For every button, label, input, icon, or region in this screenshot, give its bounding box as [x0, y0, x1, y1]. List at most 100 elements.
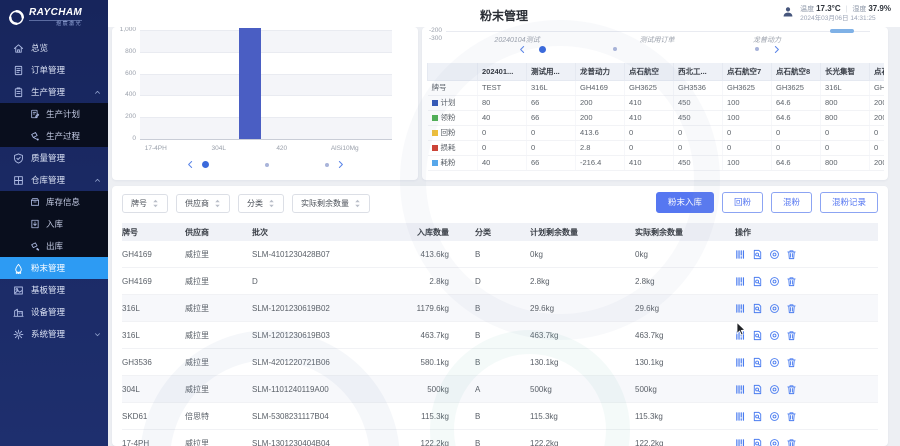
order-column-header: 202401...	[477, 63, 527, 81]
file-preview-icon[interactable]	[752, 411, 763, 422]
sidebar-item-production[interactable]: 生产管理	[0, 81, 108, 103]
filter-supplier[interactable]: 供应商	[176, 194, 230, 213]
sidebar-item-label: 生产过程	[46, 131, 81, 141]
legend-swatch	[431, 99, 438, 106]
pagination-dot[interactable]	[264, 162, 269, 167]
inventory-cell: B	[475, 303, 481, 313]
delete-icon[interactable]	[786, 438, 797, 446]
file-preview-icon[interactable]	[752, 303, 763, 314]
delete-icon[interactable]	[786, 330, 797, 341]
order-table-cell: 0	[820, 125, 870, 141]
file-preview-icon[interactable]	[752, 384, 763, 395]
sidebar-item-label: 入库	[46, 219, 64, 229]
barcode-icon[interactable]	[735, 276, 746, 287]
target-icon[interactable]	[769, 276, 780, 287]
pagination-dot[interactable]	[201, 161, 209, 168]
sidebar-item-powder[interactable]: 粉末管理	[0, 257, 108, 279]
barcode-icon[interactable]	[735, 330, 746, 341]
filter-brand[interactable]: 牌号	[122, 194, 168, 213]
pagination-dot[interactable]	[613, 47, 617, 51]
barcode-icon[interactable]	[735, 438, 746, 446]
sidebar-item-inbound[interactable]: 入库	[0, 213, 108, 235]
row-actions	[735, 330, 878, 341]
inventory-cell: 413.6kg	[420, 249, 449, 259]
file-preview-icon[interactable]	[752, 438, 763, 446]
inventory-cell: B	[475, 411, 481, 421]
pagination-dot[interactable]	[539, 46, 546, 53]
sidebar-item-quality[interactable]: 质量管理	[0, 147, 108, 169]
inventory-cell: 316L	[122, 330, 140, 340]
sidebar-item-inventory-info[interactable]: 库存信息	[0, 191, 108, 213]
order-table-cell: 2.8	[575, 140, 625, 156]
file-preview-icon[interactable]	[752, 276, 763, 287]
inventory-cell: SLM-1301230404B04	[252, 438, 330, 446]
order-table-cell: 0	[673, 125, 723, 141]
barcode-icon[interactable]	[735, 303, 746, 314]
order-column-header: 长光集智	[820, 63, 870, 81]
y-axis-tick: -300	[428, 35, 442, 42]
scroll-indicator[interactable]	[830, 29, 854, 33]
return-powder-button[interactable]: 回粉	[721, 192, 763, 213]
powder-inbound-button[interactable]: 粉末入库	[655, 192, 714, 213]
inventory-column-header: 牌号	[122, 227, 138, 237]
target-icon[interactable]	[769, 357, 780, 368]
sidebar-item-orders[interactable]: 订单管理	[0, 59, 108, 81]
target-icon[interactable]	[769, 438, 780, 446]
sidebar-item-equipment[interactable]: 设备管理	[0, 301, 108, 323]
process-icon	[30, 131, 40, 141]
inventory-table-header: 牌号 供应商 批次 入库数量 分类 计划剩余数量 实际剩余数量 操作	[122, 223, 878, 241]
order-table-cell: 200	[869, 95, 884, 111]
gridline	[140, 95, 392, 97]
file-preview-icon[interactable]	[752, 357, 763, 368]
barcode-icon[interactable]	[735, 411, 746, 422]
sidebar-item-production-plan[interactable]: 生产计划	[0, 103, 108, 125]
file-preview-icon[interactable]	[752, 330, 763, 341]
pager-right-icon[interactable]	[336, 160, 345, 169]
pagination-dot[interactable]	[755, 47, 759, 51]
target-icon[interactable]	[769, 411, 780, 422]
order-table-cell: 40	[477, 155, 527, 171]
inventory-cell: 29.6kg	[635, 303, 660, 313]
chart-bar[interactable]	[239, 28, 262, 139]
temp-label: 温度	[800, 6, 815, 13]
home-icon	[13, 43, 24, 54]
pagination-dot[interactable]	[324, 162, 329, 167]
delete-icon[interactable]	[786, 357, 797, 368]
divider: |	[845, 6, 848, 13]
sidebar-item-outbound[interactable]: 出库	[0, 235, 108, 257]
mix-powder-button[interactable]: 混粉	[770, 192, 812, 213]
mix-record-button[interactable]: 混粉记录	[819, 192, 878, 213]
plot-band	[140, 117, 392, 139]
table-row: 316L 威拉里 SLM-1201230619B02 1179.6kg B 29.6kg 2…	[122, 295, 878, 322]
filter-label: 牌号	[131, 199, 147, 208]
filter-actual-remaining[interactable]: 实际剩余数量	[292, 194, 370, 213]
sidebar-item-system[interactable]: 系统管理	[0, 323, 108, 345]
sidebar-item-overview[interactable]: 总览	[0, 37, 108, 59]
barcode-icon[interactable]	[735, 357, 746, 368]
sidebar-item-production-process[interactable]: 生产过程	[0, 125, 108, 147]
delete-icon[interactable]	[786, 276, 797, 287]
pager-left-icon[interactable]	[186, 160, 195, 169]
delete-icon[interactable]	[786, 249, 797, 260]
target-icon[interactable]	[769, 249, 780, 260]
sidebar-item-substrate[interactable]: 基板管理	[0, 279, 108, 301]
powder-icon	[13, 263, 24, 274]
delete-icon[interactable]	[786, 303, 797, 314]
file-preview-icon[interactable]	[752, 249, 763, 260]
order-table-cell: 0	[722, 140, 772, 156]
filter-category[interactable]: 分类	[238, 194, 284, 213]
barcode-icon[interactable]	[735, 384, 746, 395]
barcode-icon[interactable]	[735, 249, 746, 260]
pager-left-icon[interactable]	[518, 45, 527, 54]
pager-right-icon[interactable]	[772, 45, 781, 54]
delete-icon[interactable]	[786, 411, 797, 422]
order-table-cell: 316L	[820, 80, 870, 96]
sidebar-item-warehouse[interactable]: 仓库管理	[0, 169, 108, 191]
order-table-cell: 0	[624, 140, 674, 156]
inventory-cell: 122.2kg	[420, 438, 449, 446]
target-icon[interactable]	[769, 303, 780, 314]
target-icon[interactable]	[769, 330, 780, 341]
delete-icon[interactable]	[786, 384, 797, 395]
target-icon[interactable]	[769, 384, 780, 395]
